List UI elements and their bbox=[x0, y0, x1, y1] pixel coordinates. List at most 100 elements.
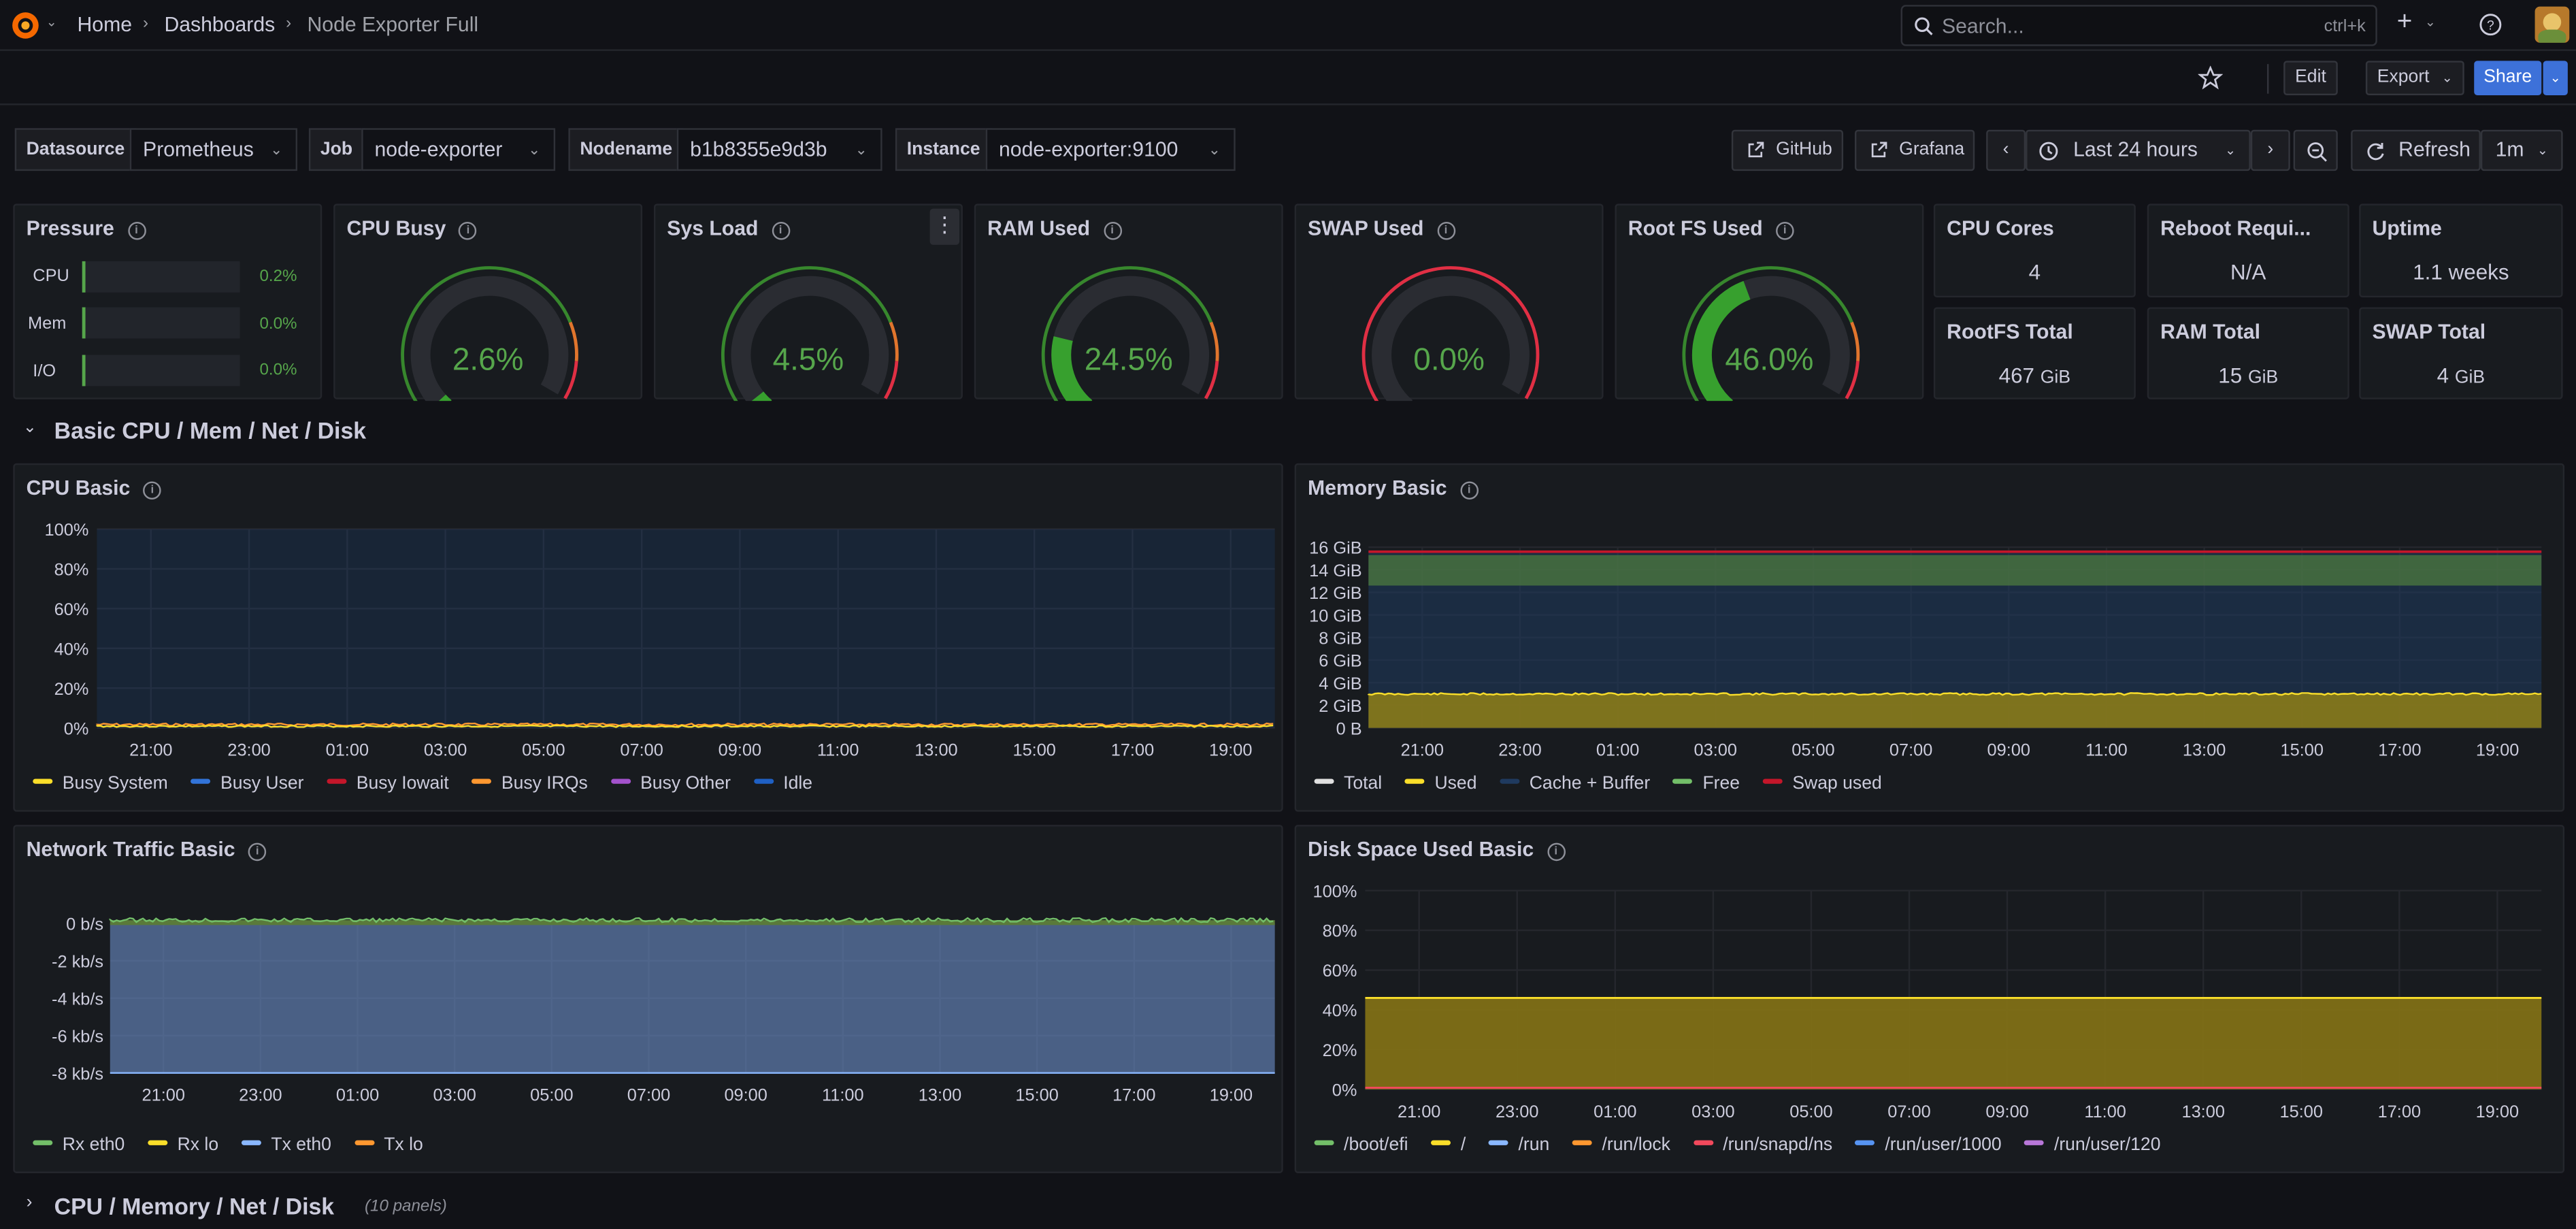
var-value-instance: node-exporter:9100 bbox=[999, 137, 1178, 161]
y-tick-label: 10 GiB bbox=[1309, 606, 1361, 625]
user-avatar[interactable] bbox=[2534, 6, 2570, 43]
legend-item[interactable]: Busy Iowait bbox=[327, 774, 449, 794]
series-busy-system-line bbox=[96, 724, 1274, 728]
chart-legend: /boot/efi / /run/run/lock/run/snapd/ns/run… bbox=[1314, 1135, 2184, 1156]
info-icon[interactable]: i bbox=[459, 221, 478, 240]
legend-label: /run/snapd/ns bbox=[1723, 1135, 1833, 1156]
breadcrumb-home[interactable]: Home bbox=[77, 13, 132, 37]
legend-swatch bbox=[191, 779, 211, 784]
grafana-logo-icon[interactable] bbox=[8, 8, 43, 43]
legend-label: /run bbox=[1518, 1135, 1550, 1156]
panel-cpu-cores: CPU Cores 4 bbox=[1933, 203, 2136, 298]
panel-title-text: RAM Used bbox=[987, 216, 1091, 240]
search-shortcut: ctrl+k bbox=[2324, 16, 2366, 37]
refresh-button[interactable]: Refresh bbox=[2351, 129, 2481, 171]
time-shift-back-icon[interactable]: ‹ bbox=[1986, 129, 2026, 171]
refresh-interval-picker[interactable]: 1m ⌄ bbox=[2480, 129, 2563, 171]
legend-item[interactable]: Cache + Buffer bbox=[1500, 774, 1650, 793]
var-select-nodename[interactable]: b1b8355e9d3b ⌄ bbox=[676, 128, 882, 171]
zoom-out-button[interactable] bbox=[2293, 129, 2338, 171]
search-box[interactable]: Search... ctrl+k bbox=[1900, 5, 2377, 46]
legend-item[interactable]: Busy User bbox=[191, 774, 304, 793]
legend-label: /boot/efi bbox=[1344, 1135, 1408, 1156]
x-tick-label: 23:00 bbox=[1496, 1102, 1538, 1121]
legend-item[interactable]: Swap used bbox=[1762, 774, 1882, 793]
chevron-down-icon[interactable]: ⌄ bbox=[2424, 14, 2436, 30]
y-tick-label: -8 kb/s bbox=[52, 1064, 103, 1083]
info-icon[interactable]: i bbox=[1547, 842, 1565, 862]
chevron-down-icon[interactable]: ⌄ bbox=[46, 14, 57, 30]
star-icon[interactable] bbox=[2198, 65, 2223, 91]
info-icon[interactable]: i bbox=[1775, 221, 1794, 240]
legend-item[interactable]: Total bbox=[1314, 774, 1382, 793]
legend-item[interactable]: /run bbox=[1489, 1135, 1549, 1155]
info-icon[interactable]: i bbox=[143, 481, 162, 500]
pressure-mem-value: 0.0% bbox=[259, 315, 297, 334]
x-tick-label: 03:00 bbox=[1691, 1102, 1734, 1121]
x-tick-label: 01:00 bbox=[1594, 1102, 1636, 1121]
legend-item[interactable]: Free bbox=[1672, 774, 1740, 793]
help-icon[interactable]: ? bbox=[2479, 13, 2502, 36]
legend-item[interactable]: /run/snapd/ns bbox=[1693, 1135, 1833, 1156]
var-select-datasource[interactable]: Prometheus ⌄ bbox=[129, 128, 298, 171]
info-icon[interactable]: i bbox=[1436, 221, 1455, 240]
breadcrumb-current: Node Exporter Full bbox=[307, 13, 479, 37]
panel-title-text: SWAP Total bbox=[2372, 320, 2486, 344]
row-title-cpu-memory[interactable]: CPU / Memory / Net / Disk bbox=[54, 1192, 335, 1219]
legend-item[interactable]: Idle bbox=[753, 774, 812, 793]
info-icon[interactable]: i bbox=[127, 221, 146, 240]
legend-item[interactable]: Busy Other bbox=[610, 774, 731, 793]
edit-button[interactable]: Edit bbox=[2283, 61, 2338, 96]
legend-item[interactable]: /run/lock bbox=[1572, 1135, 1670, 1155]
legend-item[interactable]: /boot/efi bbox=[1314, 1135, 1408, 1156]
legend-swatch bbox=[1672, 779, 1693, 784]
share-button[interactable]: Share bbox=[2474, 61, 2542, 96]
info-icon[interactable]: i bbox=[1459, 481, 1479, 500]
row-title-basic[interactable]: Basic CPU / Mem / Net / Disk bbox=[54, 417, 367, 444]
grafana-link-button[interactable]: Grafana bbox=[1854, 129, 1975, 171]
row-expand-chevron-icon[interactable]: › bbox=[26, 1192, 33, 1213]
row-collapse-chevron-icon[interactable]: ⌄ bbox=[22, 419, 37, 438]
legend-item[interactable]: Busy System bbox=[33, 774, 168, 793]
legend-item[interactable]: Busy IRQs bbox=[472, 774, 588, 793]
breadcrumb-dashboards[interactable]: Dashboards bbox=[164, 13, 276, 37]
time-range-picker[interactable]: Last 24 hours ⌄ bbox=[2026, 129, 2251, 171]
add-icon[interactable]: + bbox=[2396, 8, 2413, 37]
legend-item[interactable]: Used bbox=[1405, 774, 1476, 793]
info-icon[interactable]: i bbox=[771, 221, 790, 240]
gauge-fill bbox=[1691, 280, 1751, 402]
chevron-down-icon: ⌄ bbox=[528, 141, 541, 158]
row-panel-count: (10 panels) bbox=[365, 1198, 447, 1216]
share-menu-chevron-icon[interactable]: ⌄ bbox=[2543, 61, 2568, 96]
legend-label: Cache + Buffer bbox=[1529, 774, 1651, 794]
y-tick-label: 80% bbox=[1323, 922, 1357, 941]
export-button[interactable]: Export ⌄ bbox=[2365, 61, 2464, 96]
legend-label: Busy Iowait bbox=[356, 774, 449, 794]
panel-menu-icon[interactable]: ⋮ bbox=[929, 208, 960, 245]
gauge-threshold-orange bbox=[1850, 321, 1860, 361]
x-tick-label: 23:00 bbox=[227, 741, 270, 760]
legend-item[interactable]: Tx eth0 bbox=[241, 1135, 331, 1155]
gauge-threshold-orange bbox=[568, 321, 578, 361]
info-icon[interactable]: i bbox=[248, 842, 267, 862]
legend-item[interactable]: /run/user/1000 bbox=[1855, 1135, 2002, 1155]
legend-item[interactable]: / bbox=[1431, 1135, 1466, 1155]
x-tick-label: 17:00 bbox=[1112, 1086, 1155, 1105]
legend-item[interactable]: Tx lo bbox=[354, 1135, 423, 1155]
legend-item[interactable]: /run/user/120 bbox=[2024, 1135, 2160, 1155]
legend-item[interactable]: Rx lo bbox=[148, 1135, 218, 1155]
chevron-down-icon: ⌄ bbox=[2441, 70, 2453, 86]
info-icon[interactable]: i bbox=[1103, 221, 1121, 240]
series-rx-eth0-line bbox=[109, 917, 1274, 923]
var-select-instance[interactable]: node-exporter:9100 ⌄ bbox=[985, 128, 1236, 171]
gauge-threshold-red bbox=[563, 361, 578, 399]
legend-item[interactable]: Rx eth0 bbox=[33, 1135, 125, 1155]
legend-swatch bbox=[354, 1140, 374, 1145]
github-link-button[interactable]: GitHub bbox=[1731, 129, 1844, 171]
panel-title: CPU Busy i bbox=[346, 217, 478, 240]
breadcrumb-separator-icon: › bbox=[286, 14, 292, 33]
time-shift-forward-icon[interactable]: › bbox=[2250, 129, 2290, 171]
stat-unit: GiB bbox=[2247, 367, 2279, 388]
x-tick-label: 09:00 bbox=[1985, 1102, 2028, 1121]
var-select-job[interactable]: node-exporter ⌄ bbox=[361, 128, 556, 171]
